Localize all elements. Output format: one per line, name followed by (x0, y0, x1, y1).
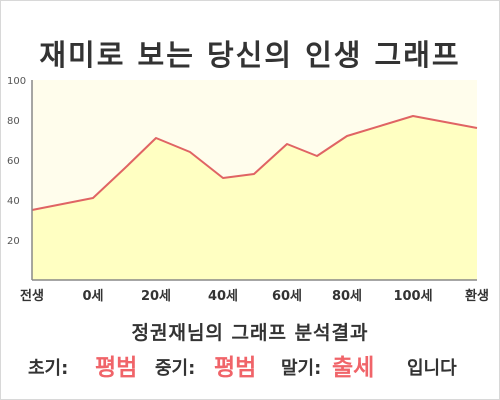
x-tick-label: 0세 (82, 289, 103, 304)
late-label: 말기: (281, 358, 322, 379)
x-tick-label: 40세 (208, 289, 238, 304)
y-tick-label: 80 (7, 116, 20, 127)
x-tick-label: 60세 (272, 289, 302, 304)
life-line (31, 115, 478, 211)
y-tick-label: 60 (7, 156, 20, 167)
chart-title: 재미로 보는 당신의 인생 그래프 (39, 38, 461, 72)
y-tick-label: 40 (7, 196, 20, 207)
y-tick-label: 20 (7, 236, 20, 247)
x-tick-label: 80세 (332, 289, 362, 304)
x-tick-label: 환생 (465, 288, 489, 304)
middle-label: 중기: (155, 358, 196, 379)
early-value: 평범 (95, 355, 138, 381)
middle-value: 평범 (214, 355, 257, 381)
area-fill (32, 116, 477, 280)
result-heading: 정권재님의 그래프 분석결과 (131, 322, 369, 344)
x-tick-label: 100세 (393, 289, 432, 304)
x-tick-label: 20세 (141, 289, 171, 304)
ending-text: 입니다 (407, 358, 457, 379)
x-tick-label: 전생 (20, 288, 44, 304)
late-value: 출세 (332, 355, 375, 381)
phase-summary: 초기: 평범 중기: 평범 말기: 출세 입니다 (0, 346, 500, 382)
early-label: 초기: (28, 358, 69, 379)
y-tick-label: 100 (7, 76, 26, 87)
